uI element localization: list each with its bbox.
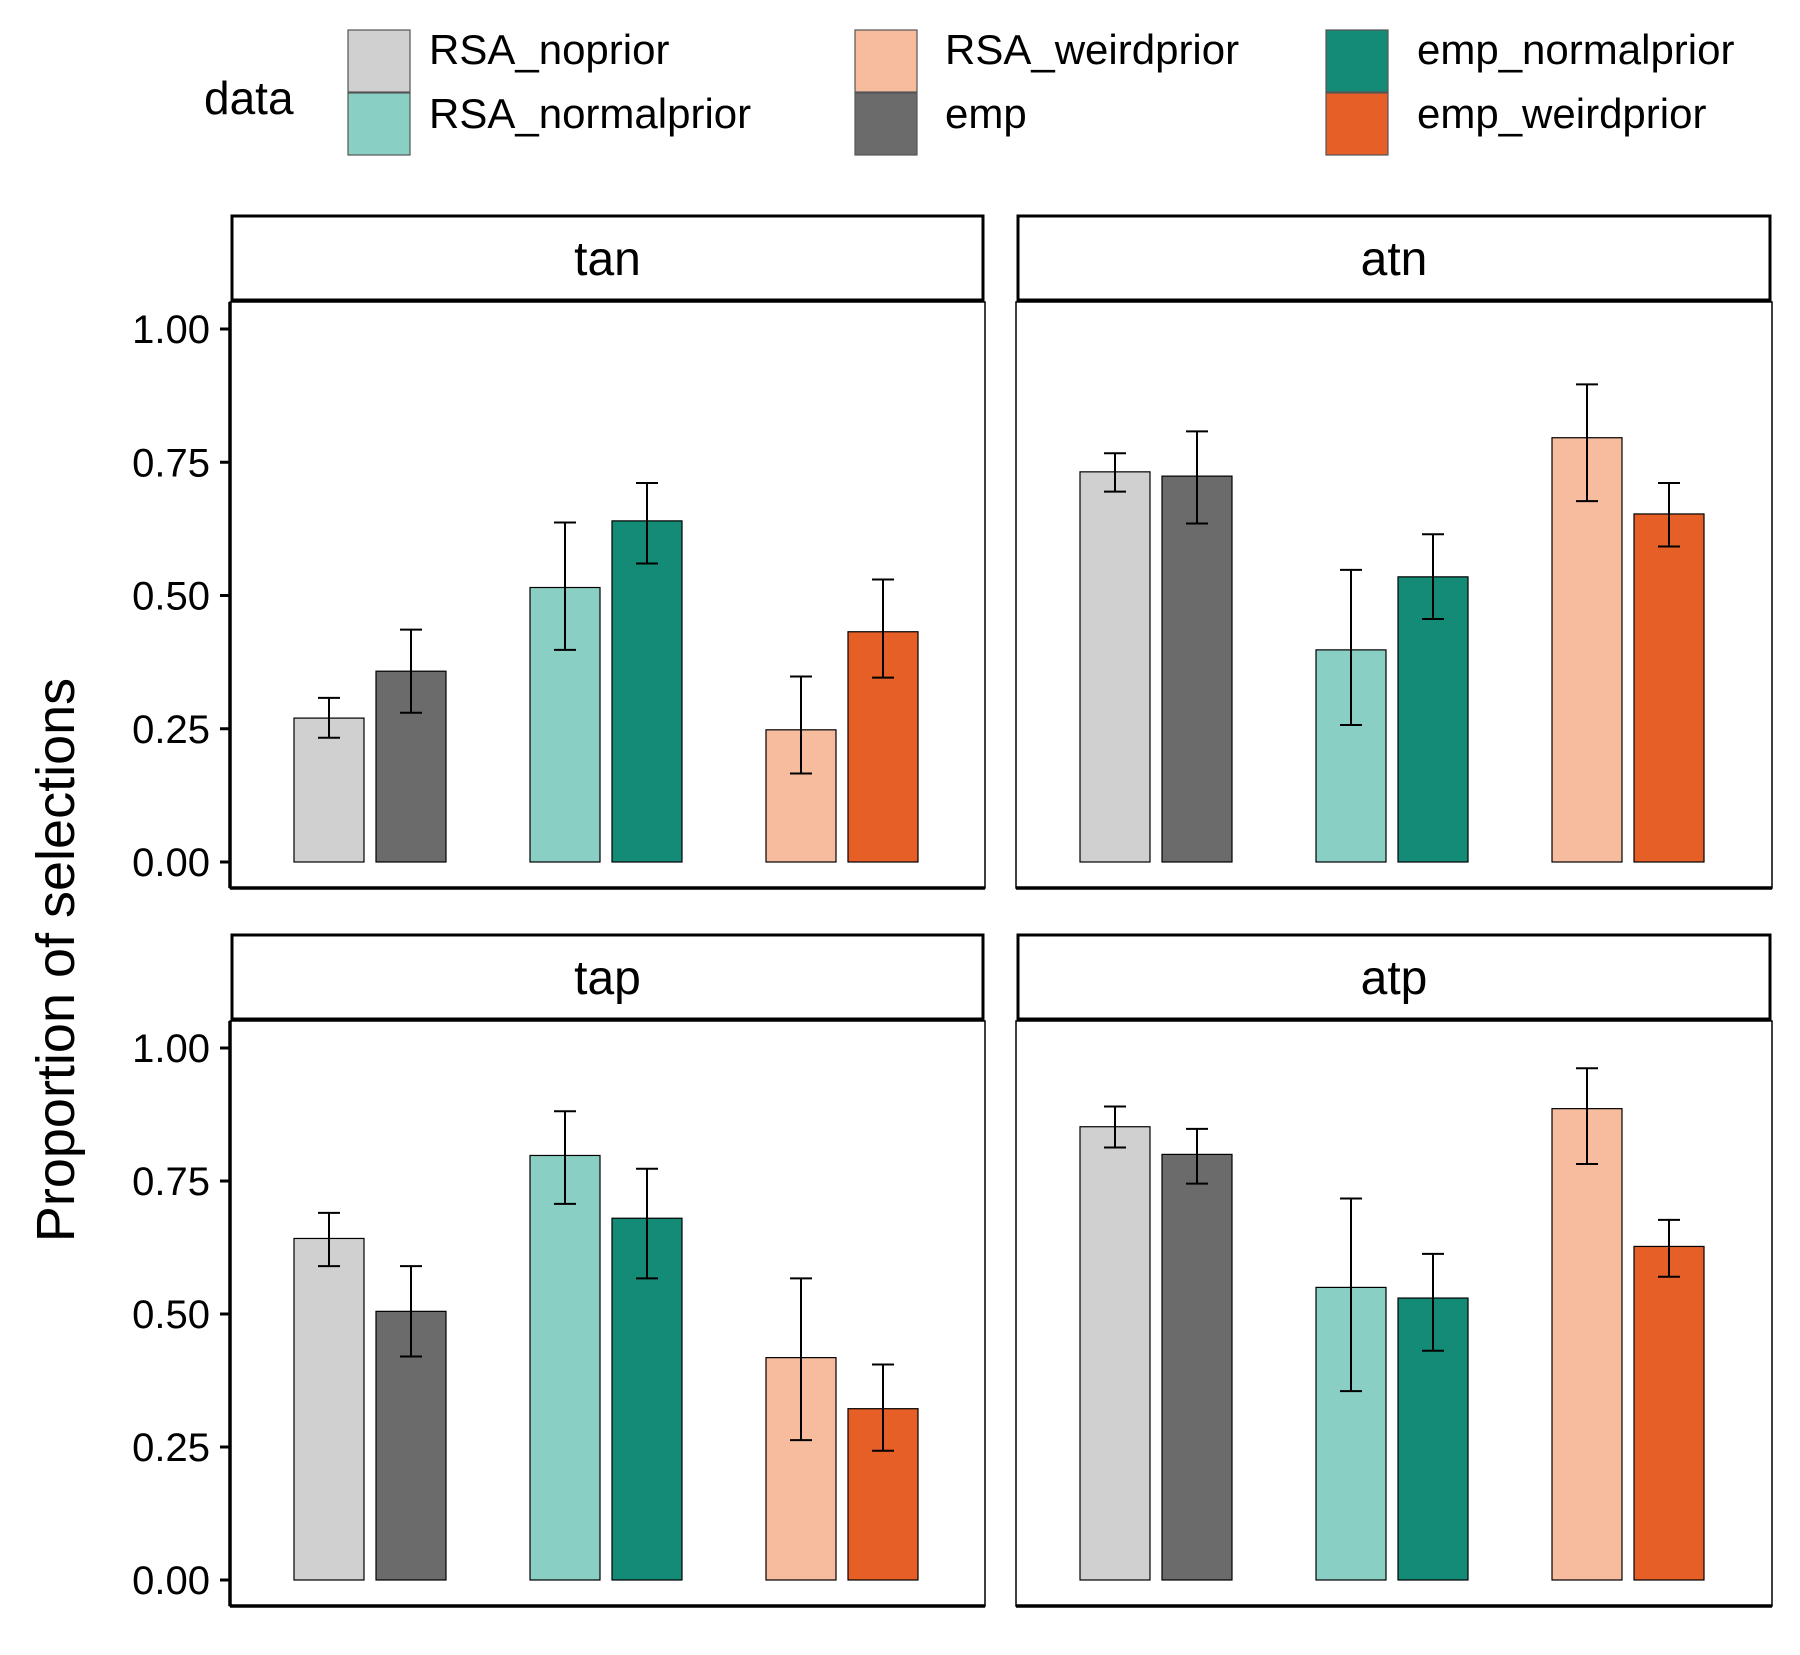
legend-label-RSA_noprior: RSA_noprior	[429, 26, 669, 73]
error-bar-atn-emp	[1186, 430, 1208, 525]
legend-item-RSA_normalprior: RSA_normalprior	[347, 90, 751, 156]
error-bar-tap-emp	[400, 1265, 422, 1358]
legend-swatch-emp_normalprior	[1325, 29, 1389, 93]
facet-panel-atp: atp	[1015, 933, 1773, 1608]
facet-title-tan: tan	[574, 233, 641, 286]
bar-atn-emp_weirdprior	[1633, 513, 1705, 863]
facet-strip-tan	[230, 214, 985, 302]
bar-atn-RSA_weirdprior	[1551, 437, 1623, 863]
bar-atp-RSA_weirdprior	[1551, 1108, 1623, 1581]
legend-swatch-RSA_weirdprior	[854, 29, 918, 93]
error-bar-tap-emp_weirdprior	[872, 1363, 894, 1452]
error-bar-tan-RSA_noprior	[318, 696, 340, 739]
legend-item-emp: emp	[854, 90, 1027, 156]
facet-strip-tap	[230, 933, 985, 1021]
bar-tap-RSA_noprior	[293, 1237, 365, 1581]
error-bar-tap-RSA_noprior	[318, 1211, 340, 1268]
error-bar-atn-RSA_weirdprior	[1576, 383, 1598, 503]
error-bar-atp-emp	[1186, 1127, 1208, 1185]
y-tick-label-tan-4: 1.00	[132, 308, 210, 352]
bar-atn-RSA_noprior	[1079, 471, 1151, 863]
error-bar-atp-emp_normalprior	[1422, 1252, 1444, 1352]
legend-swatch-emp_weirdprior	[1325, 92, 1389, 156]
legend-label-emp: emp	[945, 90, 1027, 137]
error-bar-tap-emp_normalprior	[636, 1167, 658, 1280]
error-bar-tan-emp_weirdprior	[872, 578, 894, 679]
error-bar-tan-emp_normalprior	[636, 482, 658, 565]
y-axis-title: Proportion of selections	[26, 678, 86, 1242]
y-tick-label-tap-1: 0.25	[132, 1426, 210, 1470]
facet-panel-tan: tan 0.00 0.25 0.50 0.75 1.00	[132, 214, 986, 890]
y-tick-label-tap-4: 1.00	[132, 1027, 210, 1071]
legend-label-emp_weirdprior: emp_weirdprior	[1417, 90, 1706, 137]
error-bar-atp-RSA_weirdprior	[1576, 1067, 1598, 1165]
legend-item-RSA_noprior: RSA_noprior	[347, 26, 669, 93]
error-bar-atn-RSA_noprior	[1104, 452, 1126, 493]
error-bar-tan-RSA_weirdprior	[790, 675, 812, 775]
bar-atp-emp_weirdprior	[1633, 1245, 1705, 1581]
legend: data RSA_noprior RSA_normalprior RSA_weird…	[204, 26, 1734, 156]
legend-label-RSA_normalprior: RSA_normalprior	[429, 90, 751, 137]
facet-strip-atn	[1016, 214, 1772, 302]
bar-tan-RSA_noprior	[293, 717, 365, 863]
legend-swatch-emp	[854, 92, 918, 156]
y-tick-label-tap-3: 0.75	[132, 1160, 210, 1204]
legend-swatch-RSA_noprior	[347, 29, 411, 93]
y-axis-title-group: Proportion of selections	[26, 678, 86, 1242]
bar-atp-emp	[1161, 1153, 1233, 1581]
bar-atn-emp_normalprior	[1397, 576, 1469, 863]
facet-panel-atn: atn	[1015, 214, 1773, 890]
bar-tap-RSA_normalprior	[529, 1154, 601, 1581]
legend-label-emp_normalprior: emp_normalprior	[1417, 26, 1734, 73]
facet-title-atp: atp	[1361, 952, 1428, 1005]
error-bar-tap-RSA_normalprior	[554, 1110, 576, 1205]
bar-atn-emp	[1161, 475, 1233, 863]
y-tick-label-tan-3: 0.75	[132, 441, 210, 485]
bar-tan-emp_normalprior	[611, 520, 683, 863]
y-tick-label-tap-0: 0.00	[132, 1559, 210, 1603]
facets: tan 0.00 0.25 0.50 0.75 1.00 atn tap 0.00 0.25 0.5…	[132, 214, 1773, 1608]
y-tick-label-tan-2: 0.50	[132, 575, 210, 619]
y-tick-label-tap-2: 0.50	[132, 1293, 210, 1337]
facet-title-atn: atn	[1361, 233, 1428, 286]
facet-title-tap: tap	[574, 952, 641, 1005]
legend-label-RSA_weirdprior: RSA_weirdprior	[945, 26, 1239, 73]
legend-swatch-RSA_normalprior	[347, 92, 411, 156]
y-tick-label-tan-1: 0.25	[132, 708, 210, 752]
legend-item-emp_weirdprior: emp_weirdprior	[1325, 90, 1706, 156]
error-bar-atn-emp_normalprior	[1422, 533, 1444, 620]
error-bar-tap-RSA_weirdprior	[790, 1277, 812, 1442]
error-bar-atn-emp_weirdprior	[1658, 482, 1680, 548]
y-tick-label-tan-0: 0.00	[132, 841, 210, 885]
bar-atp-RSA_noprior	[1079, 1126, 1151, 1581]
facet-strip-atp	[1016, 933, 1772, 1021]
error-bar-tan-RSA_normalprior	[554, 521, 576, 651]
error-bar-atp-RSA_noprior	[1104, 1105, 1126, 1149]
legend-title: data	[204, 72, 294, 124]
legend-item-emp_normalprior: emp_normalprior	[1325, 26, 1734, 93]
error-bar-atp-RSA_normalprior	[1340, 1197, 1362, 1393]
error-bar-atn-RSA_normalprior	[1340, 568, 1362, 727]
legend-item-RSA_weirdprior: RSA_weirdprior	[854, 26, 1239, 93]
error-bar-atp-emp_weirdprior	[1658, 1218, 1680, 1278]
facet-panel-tap: tap 0.00 0.25 0.50 0.75 1.00	[132, 933, 986, 1608]
error-bar-tan-emp	[400, 628, 422, 714]
